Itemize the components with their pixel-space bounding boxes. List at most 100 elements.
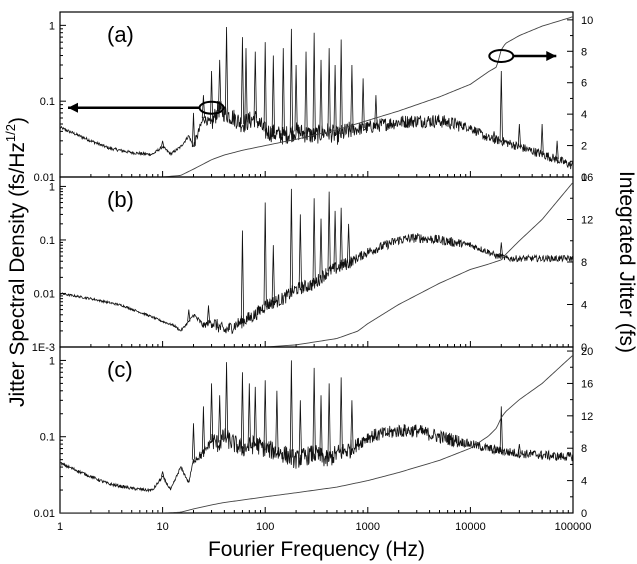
- left-y-axis-title-sup: 1/2: [3, 124, 18, 142]
- spectral-peak: [224, 362, 229, 439]
- left-tick-label: 1: [49, 355, 55, 367]
- right-tick-label: 20: [581, 346, 593, 358]
- right-tick-label: 8: [581, 46, 587, 58]
- spectral-peak: [492, 449, 496, 456]
- right-tick-label: 8: [581, 257, 587, 269]
- spectral-density-line: [60, 424, 573, 493]
- spectral-peak: [492, 131, 496, 140]
- spectral-peak: [339, 377, 343, 453]
- right-tick-label: 4: [581, 476, 587, 488]
- right-tick-label: 6: [581, 78, 587, 90]
- spectral-peak: [499, 242, 503, 257]
- spectral-peak: [319, 218, 323, 278]
- spectral-peak: [191, 112, 196, 147]
- annotation-ellipse: [488, 49, 515, 63]
- spectral-peak: [263, 42, 267, 132]
- spectral-peak: [312, 32, 316, 136]
- spectral-peak: [540, 123, 544, 155]
- spectral-peak: [191, 423, 196, 460]
- spectral-peak: [240, 37, 245, 125]
- x-axis-title: Fourier Frequency (Hz): [208, 538, 425, 561]
- panel-1: 1 0.1 0.01 0 2 4 6 8 10 (a): [34, 11, 593, 184]
- right-tick-label: 10: [581, 15, 593, 27]
- x-tick-label: 10: [156, 521, 168, 533]
- spectral-peak: [374, 95, 378, 126]
- spectral-peak: [206, 305, 211, 324]
- right-tick-label: 16: [581, 378, 593, 390]
- spectral-peak: [218, 59, 222, 110]
- left-y-axis-title: Jitter Spectral Density (fs/Hz1/2): [3, 117, 29, 407]
- right-tick-label: 8: [581, 443, 587, 455]
- spectral-peak: [289, 188, 293, 293]
- spectral-peak: [517, 123, 521, 147]
- spectral-peak: [161, 471, 165, 477]
- spectral-peak: [298, 400, 302, 459]
- spectral-peak: [209, 383, 214, 441]
- left-tick-label: 0.01: [34, 508, 55, 520]
- spectral-peak: [333, 64, 337, 135]
- right-tick-label: 2: [581, 141, 587, 153]
- spectral-peak: [312, 198, 316, 285]
- left-tick-label: 0.01: [34, 172, 55, 184]
- spectral-peak: [218, 395, 222, 443]
- spectral-peak: [247, 383, 251, 447]
- spectral-peak: [350, 64, 354, 130]
- spectral-peak: [209, 70, 214, 125]
- right-tick-label: 4: [581, 109, 587, 121]
- spectral-peak: [253, 51, 257, 119]
- spectral-peak: [312, 367, 316, 454]
- left-tick-label: 0.1: [40, 432, 55, 444]
- spectral-density-line: [60, 100, 573, 170]
- spectral-peak: [240, 372, 245, 449]
- left-tick-label: 0.1: [40, 96, 55, 108]
- integrated-jitter-line: [60, 354, 573, 513]
- annotation-arrow-head: [546, 51, 557, 61]
- svg-text:Jitter Spectral Density (fs/Hz: Jitter Spectral Density (fs/Hz1/2): [3, 117, 29, 407]
- spectral-peak: [271, 55, 275, 134]
- integrated-jitter-line: [60, 182, 573, 347]
- spectral-peak: [298, 214, 302, 289]
- spectral-peak: [281, 48, 285, 136]
- spectral-peak: [327, 191, 331, 272]
- spectral-peak: [289, 28, 293, 133]
- spectral-peak: [187, 309, 191, 322]
- spectral-peak: [319, 59, 323, 134]
- left-tick-label: 1E-3: [32, 342, 55, 354]
- left-tick-label: 0.1: [40, 235, 55, 247]
- annotation-arrow-head: [68, 102, 78, 113]
- spectral-peak: [244, 48, 248, 123]
- spectral-peak: [240, 230, 245, 322]
- x-tick-label: 1: [57, 521, 63, 533]
- spectral-peak: [294, 64, 298, 132]
- spectral-peak: [499, 70, 503, 141]
- spectral-peak: [319, 395, 323, 457]
- spectral-peak: [347, 223, 351, 263]
- left-tick-label: 1: [49, 181, 55, 193]
- left-y-axis-title-main: Jitter Spectral Density (fs/Hz: [6, 142, 29, 407]
- spectral-peak: [253, 386, 257, 445]
- spectral-peak: [275, 390, 279, 452]
- panel-label: (c): [107, 357, 133, 382]
- left-y-axis-title-tail: ): [6, 117, 29, 124]
- spectral-peak: [271, 245, 275, 303]
- right-tick-label: 12: [581, 411, 593, 423]
- integrated-jitter-line: [60, 16, 573, 177]
- panel-label: (b): [107, 187, 134, 212]
- x-tick-label: 1000: [356, 521, 380, 533]
- spectral-peak: [224, 27, 229, 115]
- spectral-peak: [161, 140, 165, 147]
- spectral-peak: [263, 380, 267, 449]
- right-tick-label: 0: [581, 342, 587, 354]
- spectral-peak: [339, 39, 343, 135]
- plot-frame: [59, 346, 574, 514]
- panel-3: 1 0.1 0.01 0 4 8 12 16 20 (c): [34, 346, 594, 520]
- left-tick-label: 1: [49, 20, 55, 32]
- spectral-peak: [263, 202, 267, 306]
- spectral-peak: [289, 360, 293, 458]
- spectral-peak: [201, 95, 206, 119]
- x-axis: 1 10 100 1000 10000 100000: [57, 521, 591, 533]
- x-tick-label: 10000: [455, 521, 486, 533]
- spectral-peak: [327, 48, 331, 133]
